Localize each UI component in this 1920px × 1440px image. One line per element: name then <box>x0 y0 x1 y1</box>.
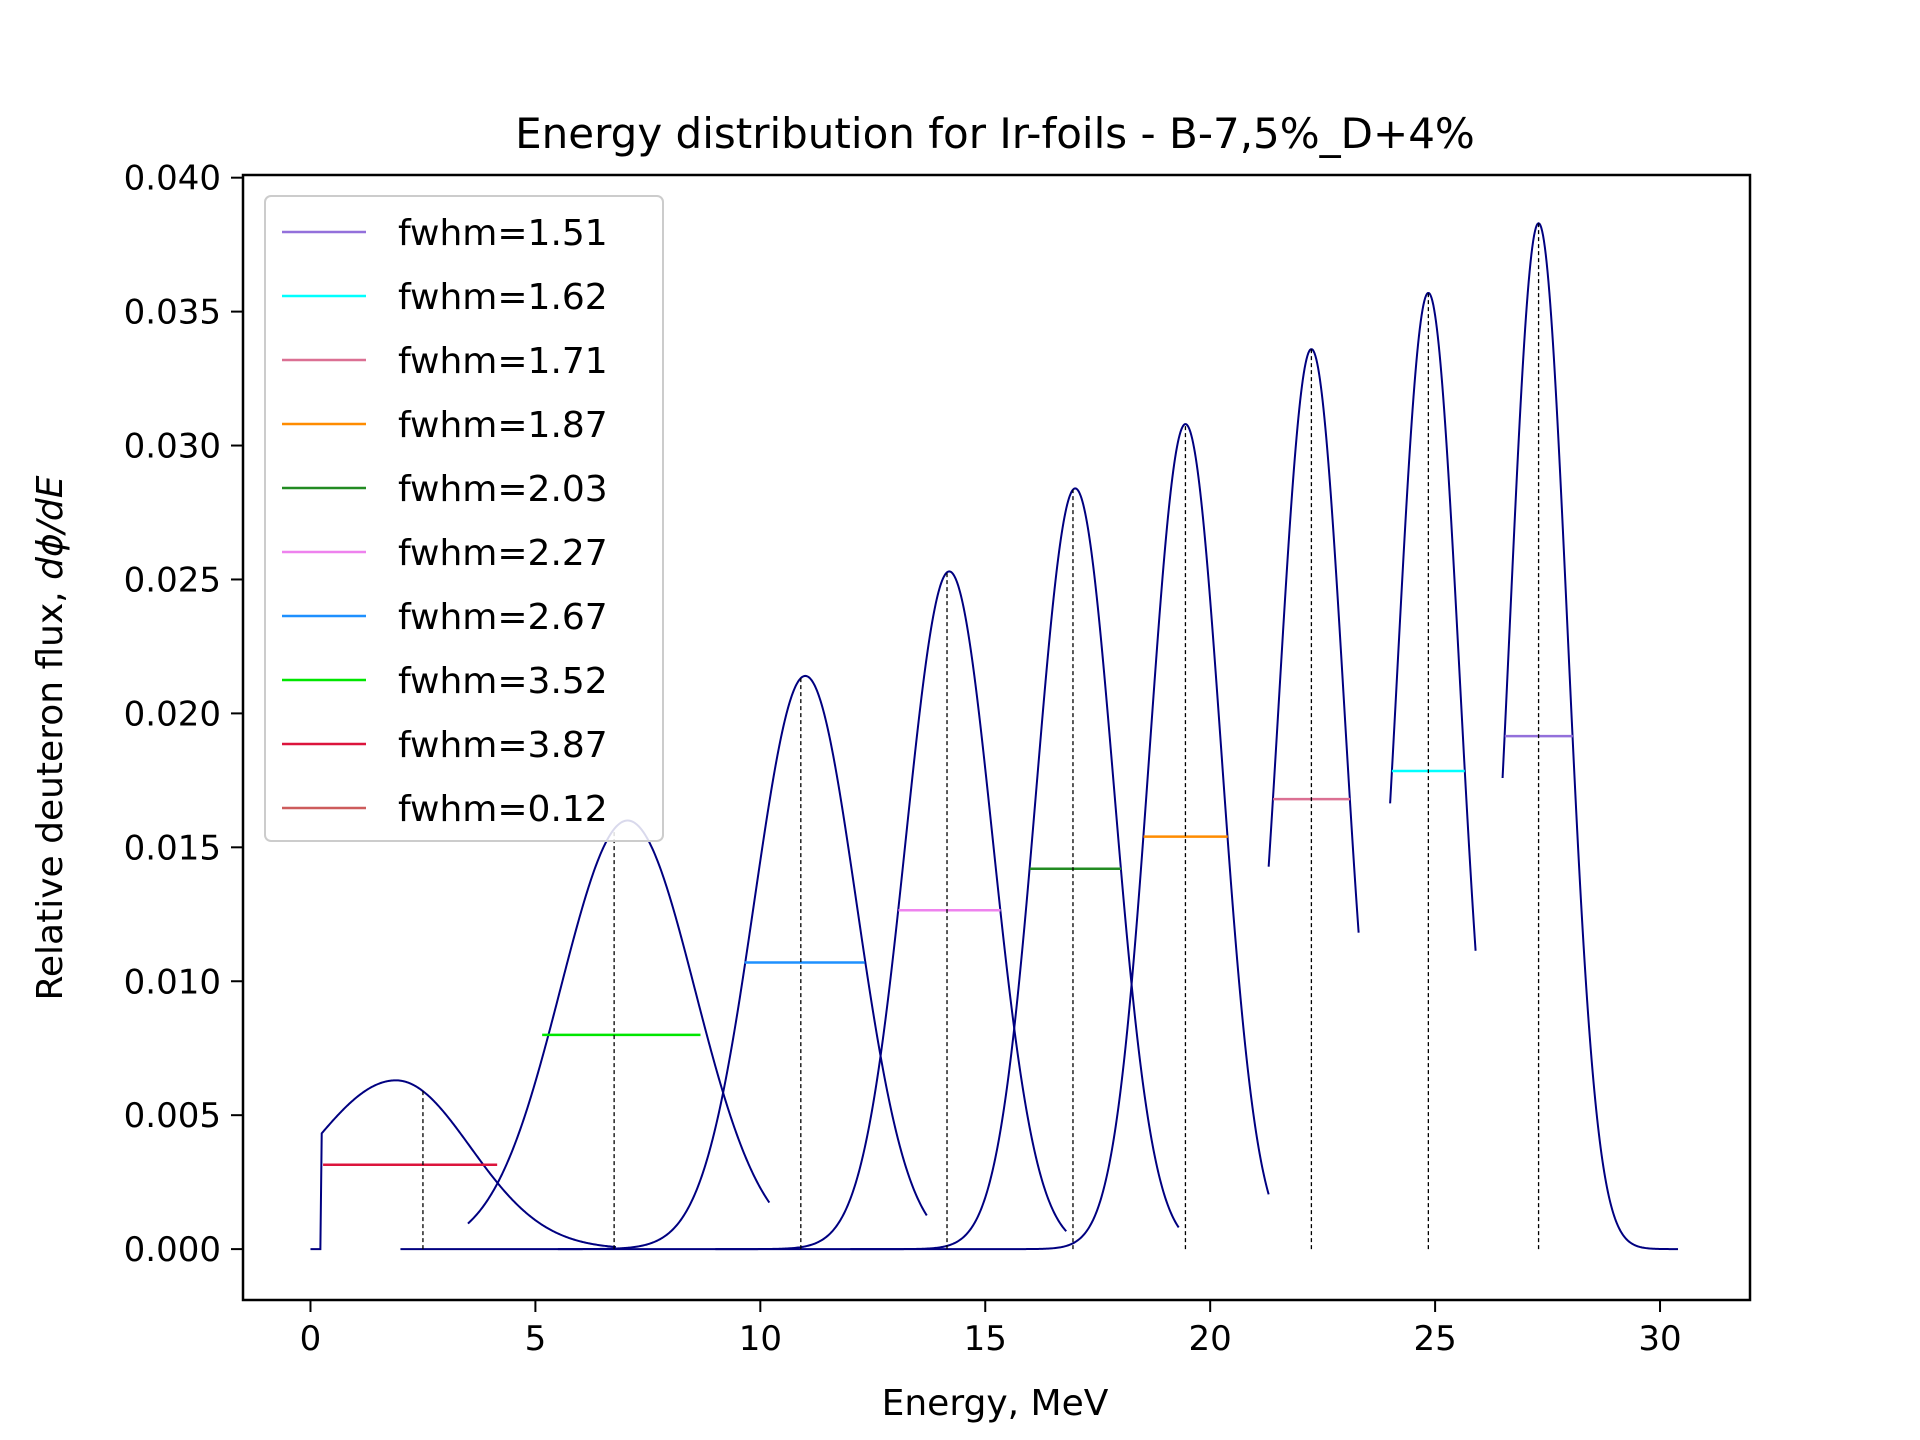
x-tick-label: 0 <box>300 1319 322 1359</box>
legend-label: fwhm=2.27 <box>398 533 608 574</box>
x-tick-label: 15 <box>964 1319 1007 1359</box>
series-curve <box>1267 348 1360 933</box>
y-axis-label-math: dϕ/dE <box>30 475 71 580</box>
series-curve <box>850 423 1270 1251</box>
y-axis-label: Relative deuteron flux, dϕ/dE <box>30 475 71 1000</box>
y-tick-label: 0.025 <box>124 560 221 600</box>
legend-label: fwhm=1.87 <box>398 405 608 446</box>
y-tick-label: 0.000 <box>124 1230 221 1270</box>
legend-label: fwhm=3.87 <box>398 725 608 766</box>
y-tick-label: 0.005 <box>124 1096 221 1136</box>
legend-label: fwhm=3.52 <box>398 661 608 702</box>
legend-label: fwhm=0.12 <box>398 789 608 830</box>
x-tick-label: 5 <box>525 1319 547 1359</box>
y-axis: 0.000 0.005 0.010 0.015 0.020 0.025 0.030 0.035… <box>124 159 243 1270</box>
legend: fwhm=1.51 fwhm=1.62 fwhm=1.71 fwhm=1.87 fwhm… <box>264 195 664 842</box>
y-tick-label: 0.010 <box>124 962 221 1002</box>
y-axis-label-text: Relative deuteron flux, <box>30 580 71 1001</box>
series-curve <box>400 674 928 1251</box>
series-curve <box>310 1079 617 1251</box>
series-curve <box>1501 222 1679 1251</box>
x-tick-label: 20 <box>1189 1319 1232 1359</box>
series-curve <box>1389 291 1477 951</box>
y-tick-label: 0.015 <box>124 828 221 868</box>
y-tick-label: 0.030 <box>124 427 221 467</box>
chart-title: Energy distribution for Ir-foils - B-7,5… <box>515 109 1475 158</box>
x-tick-label: 25 <box>1413 1319 1456 1359</box>
legend-label: fwhm=2.03 <box>398 469 608 510</box>
plot-frame <box>241 173 1752 1302</box>
peak-markers-layer <box>422 223 1540 1250</box>
legend-label: fwhm=1.71 <box>398 341 608 382</box>
legend-label: fwhm=2.67 <box>398 597 608 638</box>
y-tick-label: 0.020 <box>124 694 221 734</box>
legend-items: fwhm=1.51 fwhm=1.62 fwhm=1.71 fwhm=1.87 fwhm… <box>282 213 608 830</box>
x-axis: 0 5 10 15 20 25 30 <box>300 1300 1682 1359</box>
legend-label: fwhm=1.62 <box>398 277 608 318</box>
series-curve <box>557 570 1067 1251</box>
plot-area <box>241 173 1752 1302</box>
x-tick-label: 10 <box>739 1319 782 1359</box>
x-tick-label: 30 <box>1638 1319 1681 1359</box>
y-tick-label: 0.040 <box>124 159 221 199</box>
x-axis-label: Energy, MeV <box>882 1383 1109 1424</box>
fwhm-lines-layer <box>323 734 1573 1166</box>
legend-label: fwhm=1.51 <box>398 213 608 254</box>
y-tick-label: 0.035 <box>124 293 221 333</box>
